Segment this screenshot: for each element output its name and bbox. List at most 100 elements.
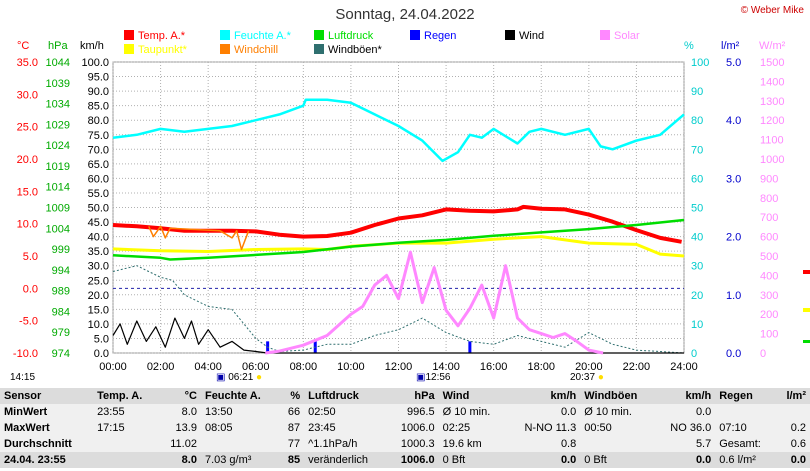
humidity-tick-label: 80 bbox=[691, 115, 703, 127]
humidity-tick-label: 40 bbox=[691, 232, 703, 244]
cell: 0.0 bbox=[655, 452, 716, 468]
cell: 0.2 bbox=[776, 420, 810, 436]
temp-tick-label: -10.0 bbox=[13, 348, 38, 360]
cell: 08:05 bbox=[200, 420, 280, 436]
sun-left-time: 14:15 bbox=[10, 372, 36, 383]
x-tick-label: 12:00 bbox=[385, 361, 413, 373]
cell: ^1.1hPa/h bbox=[304, 436, 388, 452]
humidity-tick-label: 90 bbox=[691, 86, 703, 98]
row-label: MinWert bbox=[0, 404, 94, 420]
rain-tick-label: 4.0 bbox=[726, 115, 741, 127]
solar-tick-label: 100 bbox=[760, 329, 778, 341]
x-tick-label: 10:00 bbox=[337, 361, 365, 373]
temp-tick-label: 20.0 bbox=[17, 154, 38, 166]
sunrise-time: ▣ 06:21 ● bbox=[216, 372, 263, 383]
cell: 23:45 bbox=[304, 420, 388, 436]
x-tick-label: 18:00 bbox=[527, 361, 555, 373]
legend-item-temp: Temp. A.* bbox=[124, 30, 185, 42]
sunset-time: 20:37 ● bbox=[570, 372, 604, 383]
series-line-windben bbox=[112, 265, 685, 354]
cell: 5.7 bbox=[655, 436, 716, 452]
solar-tick-label: 800 bbox=[760, 193, 778, 205]
temp-tick-label: 15.0 bbox=[17, 186, 38, 198]
cell: 13.9 bbox=[158, 420, 201, 436]
series-line-wind bbox=[112, 317, 684, 354]
solar-tick-label: 600 bbox=[760, 232, 778, 244]
pressure-tick-label: 989 bbox=[52, 286, 70, 298]
cell: 19.6 km bbox=[438, 436, 507, 452]
solar-axis-header: W/m² bbox=[759, 40, 786, 52]
solar-tick-label: 900 bbox=[760, 173, 778, 185]
wind-tick-label: 95.0 bbox=[88, 72, 109, 84]
temp-tick-label: 5.0 bbox=[23, 251, 38, 263]
stats-row-min: MinWert 23:55 8.0 13:50 66 02:50 996.5 Ø… bbox=[0, 404, 810, 420]
solar-tick-label: 1500 bbox=[760, 57, 784, 69]
wind-tick-label: 5.0 bbox=[94, 333, 109, 345]
row-label: 24.04. 23:55 bbox=[0, 452, 94, 468]
x-tick-label: 24:00 bbox=[670, 361, 698, 373]
cell bbox=[715, 404, 777, 420]
legend-item-windchill: Windchill bbox=[220, 44, 278, 56]
solar-tick-label: 700 bbox=[760, 212, 778, 224]
cell: 85 bbox=[279, 452, 305, 468]
legend-item-rain: Regen bbox=[410, 30, 456, 42]
copyright-link[interactable]: © Weber Mike bbox=[740, 5, 804, 16]
cell: 02:25 bbox=[438, 420, 507, 436]
legend-item-solar: Solar bbox=[600, 30, 640, 42]
legend-item-gust: Windböen* bbox=[314, 44, 382, 56]
header-gust: Windböen bbox=[580, 388, 656, 404]
humidity-tick-label: 0 bbox=[691, 348, 697, 360]
x-tick-label: 20:00 bbox=[575, 361, 603, 373]
wind-tick-label: 0.0 bbox=[94, 348, 109, 360]
cell: 996.5 bbox=[387, 404, 439, 420]
header-temp: Temp. A. bbox=[93, 388, 159, 404]
legend-label: Luftdruck bbox=[328, 30, 374, 42]
wind-tick-label: 20.0 bbox=[88, 290, 109, 302]
cell: NO 36.0 bbox=[655, 420, 716, 436]
sunrise-value: 06:21 bbox=[228, 372, 254, 383]
wind-tick-label: 15.0 bbox=[88, 304, 109, 316]
pressure-tick-label: 1004 bbox=[46, 223, 70, 235]
page-title: Sonntag, 24.04.2022 bbox=[335, 6, 475, 23]
temp-tick-label: 30.0 bbox=[17, 89, 38, 101]
cell: veränderlich bbox=[304, 452, 388, 468]
solar-tick-label: 1200 bbox=[760, 115, 784, 127]
cell: Gesamt: bbox=[715, 436, 777, 452]
legend-item-wind: Wind bbox=[505, 30, 544, 42]
wind-tick-label: 85.0 bbox=[88, 101, 109, 113]
legend-label: Feuchte A.* bbox=[234, 30, 291, 42]
cell: 13:50 bbox=[200, 404, 280, 420]
temp-tick-label: 25.0 bbox=[17, 122, 38, 134]
legend-swatch bbox=[220, 44, 230, 54]
stats-row-avg: Durchschnitt 11.02 77 ^1.1hPa/h 1000.3 1… bbox=[0, 436, 810, 452]
pressure-tick-label: 994 bbox=[52, 265, 70, 277]
legend-item-humidity: Feuchte A.* bbox=[220, 30, 291, 42]
pressure-tick-label: 1024 bbox=[46, 140, 70, 152]
pressure-tick-label: 1019 bbox=[46, 161, 70, 173]
solar-tick-label: 0 bbox=[760, 348, 766, 360]
cell: 11.02 bbox=[158, 436, 201, 452]
cell: 0 Bft bbox=[438, 452, 507, 468]
humidity-tick-label: 20 bbox=[691, 290, 703, 302]
legend-swatch bbox=[314, 44, 324, 54]
legend-item-dew: Taupunkt* bbox=[124, 44, 187, 56]
wind-tick-label: 50.0 bbox=[88, 203, 109, 215]
cell: 0.6 bbox=[776, 436, 810, 452]
row-label: Durchschnitt bbox=[0, 436, 94, 452]
series-line-luftdruck bbox=[112, 218, 685, 261]
rain-tick-label: 5.0 bbox=[726, 57, 741, 69]
x-tick-label: 06:00 bbox=[242, 361, 270, 373]
wind-tick-label: 100.0 bbox=[81, 57, 109, 69]
x-tick-label: 02:00 bbox=[147, 361, 175, 373]
header-humidity: Feuchte A. bbox=[200, 388, 280, 404]
header-gust-unit: km/h bbox=[655, 388, 716, 404]
cell bbox=[580, 436, 656, 452]
x-tick-label: 04:00 bbox=[194, 361, 222, 373]
cell: 8.0 bbox=[158, 404, 201, 420]
legend-label: Regen bbox=[424, 30, 457, 42]
wind-tick-label: 60.0 bbox=[88, 173, 109, 185]
cell: 02:50 bbox=[304, 404, 388, 420]
legend-label: Wind bbox=[519, 30, 545, 42]
solar-tick-label: 1100 bbox=[760, 135, 784, 147]
cell bbox=[93, 436, 159, 452]
